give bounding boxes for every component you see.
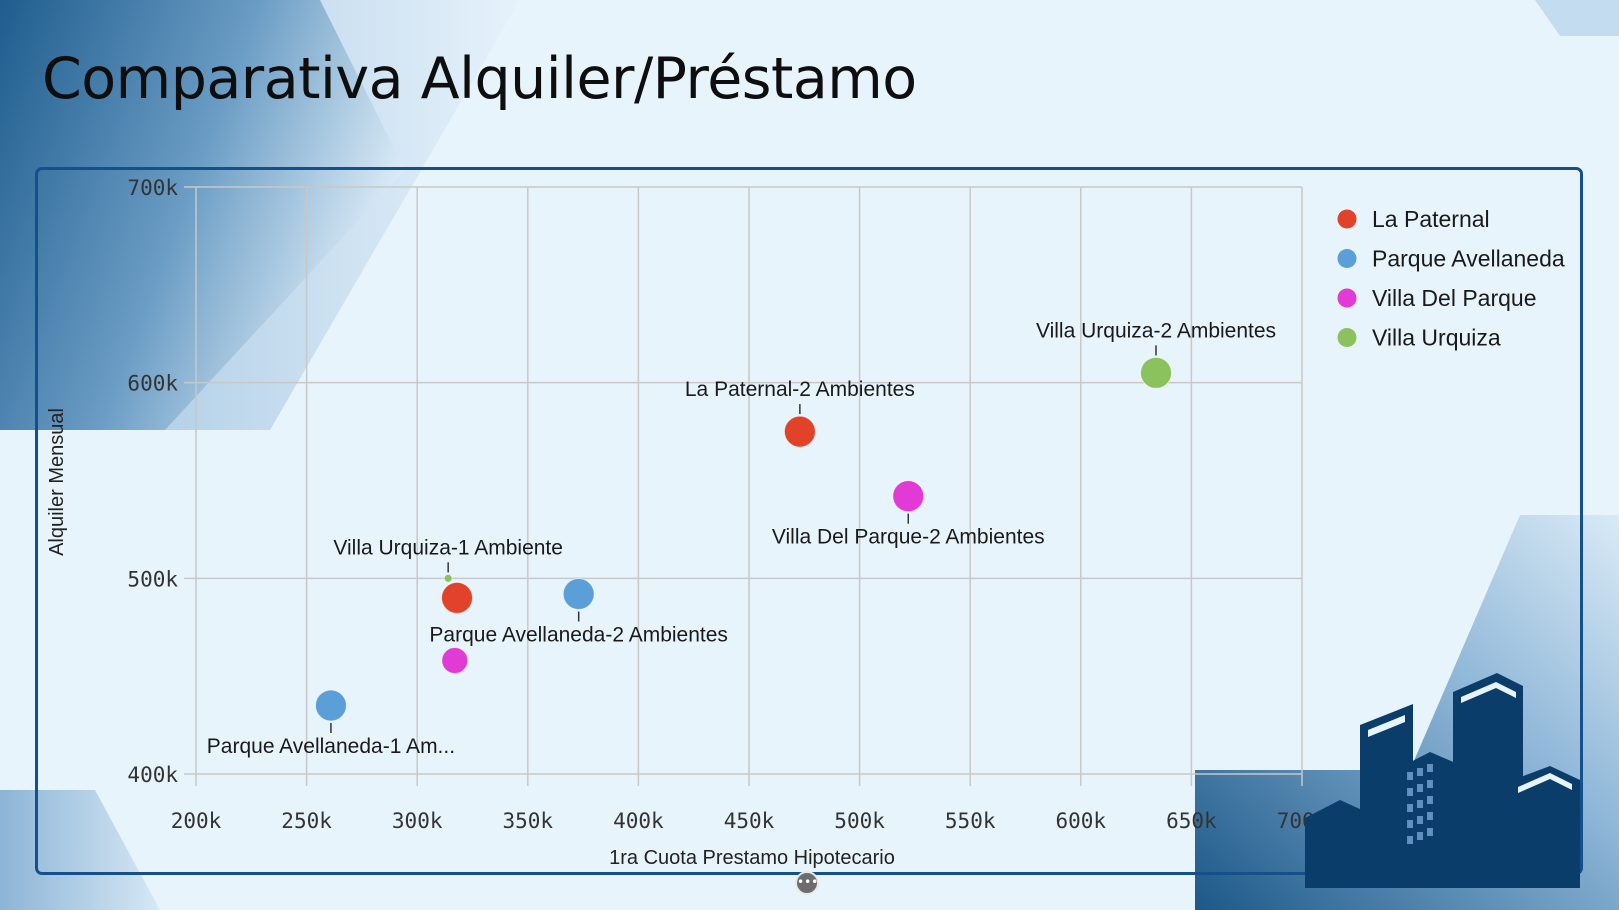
y-tick-label: 400k <box>127 763 178 787</box>
point-label: Villa Urquiza-1 Ambiente <box>333 536 563 559</box>
data-point[interactable] <box>783 415 816 448</box>
legend-item-label[interactable]: La Paternal <box>1372 206 1490 232</box>
y-tick-label: 700k <box>127 176 178 200</box>
data-point[interactable] <box>1140 356 1173 389</box>
x-tick-label: 700k <box>1277 809 1328 833</box>
x-axis-label: 1ra Cuota Prestamo Hipotecario <box>609 847 895 869</box>
x-tick-label: 450k <box>724 809 775 833</box>
legend-item-label[interactable]: Villa Del Parque <box>1372 285 1537 311</box>
legend-item-marker[interactable] <box>1337 288 1357 308</box>
legend-item-label[interactable]: Villa Urquiza <box>1372 325 1501 351</box>
x-tick-label: 500k <box>834 809 885 833</box>
data-point[interactable] <box>443 573 453 583</box>
y-tick-label: 500k <box>127 567 178 591</box>
y-tick-label: 600k <box>127 372 178 396</box>
legend-item-label[interactable]: Parque Avellaneda <box>1372 246 1565 272</box>
more-options-button[interactable]: ••• <box>795 871 819 895</box>
x-tick-label: 300k <box>392 809 443 833</box>
data-point[interactable] <box>441 647 469 675</box>
point-label: Parque Avellaneda-1 Am... <box>207 735 455 758</box>
data-point[interactable] <box>314 689 347 722</box>
x-axis-ticks: 200k 250k 300k 350k 400k 450k 500k 550k 600k 650k… <box>171 809 1328 833</box>
point-label: La Paternal-2 Ambientes <box>685 378 915 401</box>
data-point[interactable] <box>441 581 474 614</box>
legend-item-marker[interactable] <box>1337 209 1357 229</box>
point-label: Villa Del Parque-2 Ambientes <box>772 526 1045 549</box>
grid-lines <box>184 186 1303 786</box>
x-tick-label: 650k <box>1166 809 1217 833</box>
legend[interactable]: La Paternal Parque Avellaneda Villa Del Pa… <box>1337 206 1565 351</box>
y-axis-label: Alquiler Mensual <box>46 408 68 556</box>
y-axis-ticks: 400k 500k 600k 700k <box>127 176 178 787</box>
x-tick-label: 600k <box>1056 809 1107 833</box>
point-label: Parque Avellaneda-2 Ambientes <box>429 623 728 646</box>
data-point[interactable] <box>562 577 595 610</box>
data-point[interactable] <box>892 480 925 513</box>
page-title: Comparativa Alquiler/Préstamo <box>42 46 917 112</box>
x-tick-label: 550k <box>945 809 996 833</box>
legend-item-marker[interactable] <box>1337 249 1357 268</box>
point-label: Villa Urquiza-2 Ambientes <box>1036 319 1276 342</box>
data-points[interactable] <box>314 356 1173 722</box>
point-labels: La Paternal-2 Ambientes Villa Urquiza-2 A… <box>207 319 1276 758</box>
legend-item-marker[interactable] <box>1337 328 1357 347</box>
x-tick-label: 400k <box>613 809 664 833</box>
x-tick-label: 250k <box>281 809 332 833</box>
x-tick-label: 200k <box>171 809 222 833</box>
x-tick-label: 350k <box>503 809 554 833</box>
